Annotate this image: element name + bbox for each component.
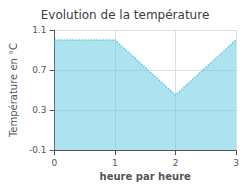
svg-text:0.7: 0.7 [32,65,46,75]
svg-text:0: 0 [52,158,58,168]
svg-text:-0.1: -0.1 [29,145,47,155]
svg-text:1: 1 [112,158,118,168]
svg-text:1.1: 1.1 [32,25,46,35]
svg-text:0.3: 0.3 [32,105,46,115]
svg-text:3: 3 [233,158,239,168]
svg-text:2: 2 [173,158,179,168]
svg-text:Evolution de la température: Evolution de la température [41,8,210,22]
svg-text:heure par heure: heure par heure [100,171,191,182]
svg-text:Température en °C: Température en °C [8,43,19,138]
